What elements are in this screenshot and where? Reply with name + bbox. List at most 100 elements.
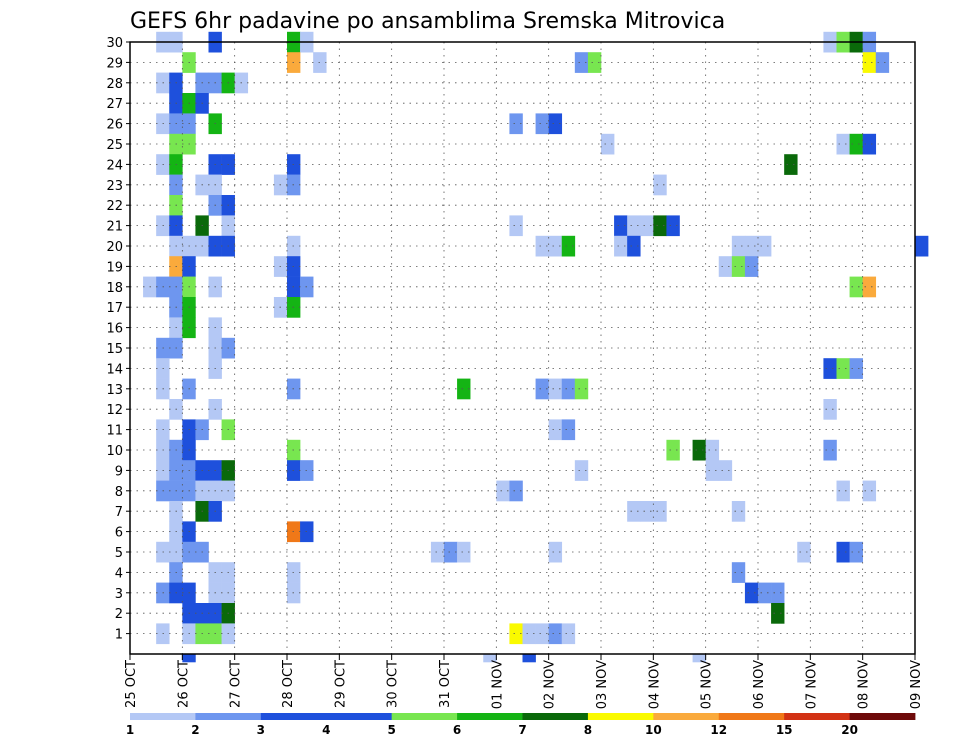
heatmap-cell xyxy=(561,235,576,257)
x-tick-label: 28 OCT xyxy=(281,660,296,708)
y-tick-label: 18 xyxy=(106,281,123,296)
heatmap-cell xyxy=(601,133,615,155)
heatmap-cell xyxy=(535,378,549,400)
y-tick-label: 22 xyxy=(106,199,123,214)
heatmap-cell xyxy=(849,541,863,563)
x-tick-label: 26 OCT xyxy=(176,660,191,708)
heatmap-cell xyxy=(627,501,641,522)
heatmap-cell xyxy=(561,419,576,441)
colorbar-label: 1 xyxy=(126,723,134,737)
heatmap-cell xyxy=(731,501,746,522)
heatmap-cell xyxy=(535,623,549,645)
chart-title: GEFS 6hr padavine po ansamblima Sremska … xyxy=(130,9,725,34)
heatmap-cell xyxy=(862,52,877,73)
heatmap-cell xyxy=(836,133,850,155)
x-tick-label: 08 NOV xyxy=(857,660,872,709)
heatmap-cell xyxy=(509,215,523,237)
heatmap-cell xyxy=(718,460,733,481)
heatmap-cell xyxy=(875,52,890,73)
heatmap-cell xyxy=(797,541,811,563)
y-tick-label: 2 xyxy=(115,607,123,622)
heatmap-cell xyxy=(705,439,720,461)
heatmap-cell xyxy=(771,582,785,604)
heatmap-cell xyxy=(587,52,602,73)
heatmap-cell xyxy=(718,256,733,277)
heatmap-cell xyxy=(758,582,772,604)
heatmap-cell xyxy=(548,623,563,645)
heatmap-cell xyxy=(548,541,563,563)
y-tick-label: 20 xyxy=(106,240,123,255)
y-tick-label: 1 xyxy=(115,628,123,643)
y-tick-label: 9 xyxy=(115,464,123,479)
colorbar-label: 3 xyxy=(257,723,265,737)
y-tick-label: 4 xyxy=(115,566,123,581)
heatmap-cell xyxy=(915,235,929,257)
colorbar-swatch xyxy=(457,713,523,720)
colorbar-label: 5 xyxy=(387,723,395,737)
heatmap-cell xyxy=(784,154,798,175)
y-tick-label: 27 xyxy=(106,97,123,112)
y-tick-label: 13 xyxy=(106,383,123,398)
heatmap-cell xyxy=(823,399,837,420)
colorbar-label: 20 xyxy=(841,723,858,737)
heatmap-cell xyxy=(849,133,863,155)
x-tick-label: 01 NOV xyxy=(490,660,505,709)
y-tick-label: 12 xyxy=(106,403,123,418)
colorbar-label: 6 xyxy=(453,723,461,737)
colorbar-swatch xyxy=(653,713,720,720)
heatmap-cell xyxy=(561,378,576,400)
heatmap-cell xyxy=(653,215,667,237)
heatmap-cell xyxy=(574,378,589,400)
colorbar-swatch xyxy=(391,713,458,720)
heatmap-cell xyxy=(522,654,536,663)
colorbar-swatch xyxy=(784,713,850,720)
heatmap-cell xyxy=(548,378,563,400)
x-tick-label: 31 OCT xyxy=(438,660,453,708)
y-tick-label: 5 xyxy=(115,546,123,561)
heatmap-cell xyxy=(509,480,523,502)
heatmap-cell xyxy=(744,256,759,277)
heatmap-cell xyxy=(548,235,563,257)
heatmap-cell xyxy=(614,215,628,237)
heatmap-cell xyxy=(862,276,877,298)
heatmap-cell xyxy=(731,235,746,257)
heatmap-cell xyxy=(457,541,471,563)
heatmap-cell xyxy=(731,562,746,583)
y-tick-label: 30 xyxy=(106,36,123,51)
heatmap-cell xyxy=(862,133,877,155)
colorbar-swatch xyxy=(195,713,262,720)
heatmap-cell xyxy=(862,480,877,502)
y-tick-label: 8 xyxy=(115,485,123,500)
x-tick-label: 29 OCT xyxy=(333,660,348,708)
heatmap-cell xyxy=(627,215,641,237)
colorbar-label: 4 xyxy=(322,723,330,737)
colorbar-label: 10 xyxy=(645,723,662,737)
x-tick-label: 07 NOV xyxy=(804,660,819,709)
y-tick-label: 28 xyxy=(106,77,123,92)
heatmap-cell xyxy=(574,460,589,481)
y-tick-label: 23 xyxy=(106,179,123,194)
colorbar-label: 12 xyxy=(710,723,727,737)
heatmap-cell xyxy=(561,623,576,645)
colorbar-swatch xyxy=(522,713,589,720)
colorbar-swatch xyxy=(326,713,393,720)
y-tick-label: 11 xyxy=(106,424,123,439)
colorbar-label: 7 xyxy=(518,723,526,737)
x-tick-label: 03 NOV xyxy=(595,660,610,709)
x-tick-label: 09 NOV xyxy=(909,660,924,709)
heatmap-cell xyxy=(522,623,536,645)
y-tick-label: 15 xyxy=(106,342,123,357)
y-tick-label: 21 xyxy=(106,220,123,235)
x-tick-label: 04 NOV xyxy=(647,660,662,709)
heatmap-cell xyxy=(823,439,837,461)
colorbar-swatch xyxy=(260,713,327,720)
heatmap-cell xyxy=(653,174,667,196)
x-tick-label: 27 OCT xyxy=(229,660,244,708)
colorbar-swatch xyxy=(130,713,196,720)
heatmap-cell xyxy=(509,623,523,645)
heatmap-cell xyxy=(548,419,563,441)
y-tick-label: 17 xyxy=(106,301,123,316)
y-tick-label: 25 xyxy=(106,138,123,153)
heatmap-cell xyxy=(692,654,706,663)
